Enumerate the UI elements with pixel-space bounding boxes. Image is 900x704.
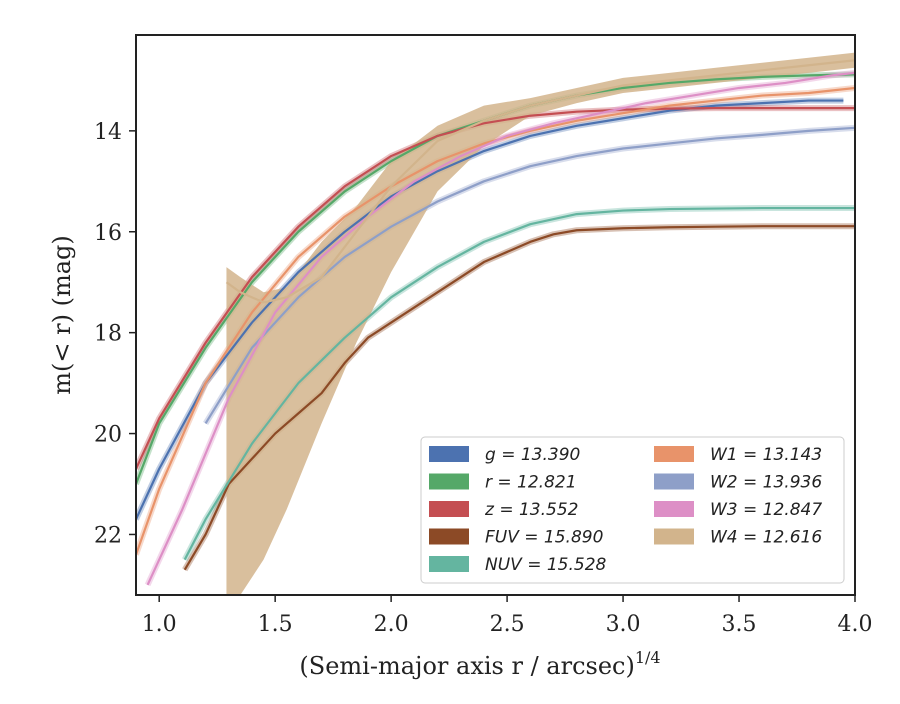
x-axis-title-text: (Semi-major axis r / arcsec) (299, 652, 634, 680)
y-axis: 14 16 18 20 22 (94, 120, 136, 548)
legend-label-nuv: NUV = 15.528 (485, 555, 607, 575)
y-axis-title: m(< r) (mag) (48, 235, 76, 394)
x-axis-title-superscript: 1/4 (635, 648, 661, 667)
legend: g = 13.390 r = 12.821 z = 13.552 FUV = 15.8… (420, 436, 845, 584)
line-w4 (225, 59, 855, 304)
x-tick-label: 4.0 (838, 612, 873, 637)
y-tick-label: 14 (94, 120, 122, 145)
legend-swatch-w4 (654, 528, 694, 545)
legend-label-g: g = 13.390 (485, 445, 580, 465)
legend-frame (420, 436, 845, 584)
y-tick-label: 18 (94, 322, 122, 347)
legend-swatch-w2 (654, 473, 694, 490)
legend-swatch-w3 (654, 501, 694, 517)
legend-label-w4: W4 = 12.616 (710, 528, 822, 548)
legend-label-w3: W3 = 12.847 (710, 500, 822, 520)
line-g (136, 99, 844, 520)
line-z (136, 107, 855, 470)
plot-frame (135, 34, 856, 596)
band-w4 (226, 52, 855, 595)
legend-label-w2: W2 = 13.936 (710, 473, 822, 493)
legend-swatch-nuv (429, 556, 469, 572)
line-w2 (204, 126, 855, 425)
legend-label-z: z = 13.552 (484, 500, 578, 520)
y-tick-label: 22 (94, 523, 122, 548)
x-tick-label: 2.5 (490, 612, 525, 637)
x-tick-label: 1.0 (142, 612, 177, 637)
y-tick-label: 20 (94, 423, 122, 448)
x-axis-title: (Semi-major axis r / arcsec)1/4 (299, 648, 660, 680)
legend-swatch-z (429, 501, 469, 517)
y-tick-label: 16 (94, 221, 122, 246)
x-tick-label: 3.0 (606, 612, 641, 637)
line-nuv (183, 206, 855, 561)
line-w1 (136, 86, 855, 556)
legend-swatch-r (429, 473, 469, 490)
legend-label-w1: W1 = 13.143 (710, 445, 822, 465)
legend-label-r: r = 12.821 (485, 473, 577, 493)
legend-label-fuv: FUV = 15.890 (485, 528, 603, 548)
legend-swatch-g (429, 446, 469, 462)
series-lines (136, 59, 855, 586)
legend-swatch-fuv (429, 528, 469, 545)
x-tick-label: 1.5 (258, 612, 293, 637)
x-tick-label: 2.0 (374, 612, 409, 637)
line-fuv (183, 225, 855, 571)
line-w3 (146, 71, 855, 586)
legend-swatch-w1 (654, 446, 694, 462)
x-tick-label: 3.5 (722, 612, 757, 637)
x-axis: 1.0 1.5 2.0 2.5 3.0 3.5 4.0 (142, 595, 873, 637)
